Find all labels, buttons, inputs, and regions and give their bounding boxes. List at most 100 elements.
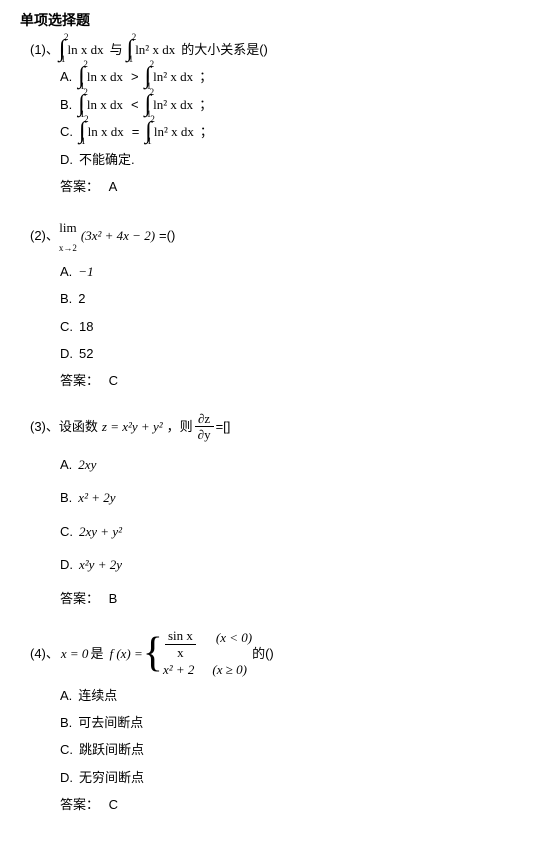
option-label: B. <box>60 287 72 310</box>
q3-option-d: D.x²y + 2y <box>60 553 530 576</box>
q1-integral-2: ∫21 ln² x dx <box>127 38 176 61</box>
option-label: D. <box>60 553 73 576</box>
frac-den: ∂y <box>195 427 214 443</box>
limit-symbol: lim x→2 <box>59 216 77 256</box>
q4-pre: x = 0 <box>61 642 89 665</box>
answer-label: 答案： <box>60 797 99 812</box>
int-upper: 2 <box>64 34 69 41</box>
q4-tail: 的() <box>252 642 274 665</box>
option-label: C. <box>60 520 73 543</box>
q4-options: A. 连续点 B. 可去间断点 C. 跳跃间断点 D. 无穷间断点 <box>60 684 530 790</box>
q3-option-c: C. 2xy + y² <box>60 520 530 543</box>
q3-option-b: B. x² + 2y <box>60 486 530 509</box>
q4-option-d: D. 无穷间断点 <box>60 766 530 789</box>
option-label: D. <box>60 148 73 171</box>
piecewise-expr: x² + 2 <box>163 660 194 680</box>
answer-value: C <box>109 797 118 812</box>
int-body: ln² x dx <box>135 38 175 61</box>
q2-option-a: A. −1 <box>60 260 530 283</box>
option-label: B. <box>60 486 72 509</box>
option-label: A. <box>60 260 72 283</box>
q3-pre: 设函数 <box>59 415 98 438</box>
frac-num: ∂z <box>195 411 214 428</box>
option-text: 18 <box>79 315 93 338</box>
option-label: A. <box>60 65 72 88</box>
option-text: 2xy <box>78 453 96 476</box>
semicolon: ； <box>200 120 213 143</box>
option-text: 52 <box>79 342 93 365</box>
piecewise-cond: (x < 0) <box>216 628 252 660</box>
q3-answer: 答案： B <box>60 587 530 610</box>
question-2: (2)、 lim x→2 (3x² + 4x − 2) =() A.−1 B.2… <box>20 216 530 393</box>
q3-options: A. 2xy B. x² + 2y C. 2xy + y² D.x²y + 2y <box>60 453 530 577</box>
q3-option-a: A. 2xy <box>60 453 530 476</box>
f-label: f (x) = <box>109 642 142 665</box>
option-text: 连续点 <box>78 684 117 707</box>
answer-label: 答案： <box>60 591 99 606</box>
option-text: 跳跃间断点 <box>79 738 144 761</box>
q1-option-a: A. ∫21ln x dx > ∫21ln² x dx ； <box>60 65 530 88</box>
q4-option-c: C. 跳跃间断点 <box>60 738 530 761</box>
section-title: 单项选择题 <box>20 10 530 30</box>
q1-integral-1: ∫21 ln x dx <box>59 38 104 61</box>
q3-number: (3)、 <box>30 415 59 438</box>
option-label: B. <box>60 711 72 734</box>
piecewise-cond: (x ≥ 0) <box>212 660 247 680</box>
q2-answer: 答案： C <box>60 369 530 392</box>
q3-expr: z = x²y + y² <box>102 415 163 438</box>
q1-options: A. ∫21ln x dx > ∫21ln² x dx ； B. ∫21ln x… <box>60 65 530 171</box>
q1-answer: 答案： A <box>60 175 530 198</box>
partial-fraction: ∂z ∂y <box>195 411 214 443</box>
q2-number: (2)、 <box>30 224 59 247</box>
q2-stem: (2)、 lim x→2 (3x² + 4x − 2) =() <box>30 216 530 256</box>
answer-value: A <box>109 179 118 194</box>
q1-number: (1)、 <box>30 38 59 61</box>
int-body: ln x dx <box>67 38 103 61</box>
q1-option-c: C. ∫21ln x dx = ∫21ln² x dx ； <box>60 120 530 143</box>
q4-option-a: A. 连续点 <box>60 684 530 707</box>
q4-stem: (4)、 x = 0 是 f (x) = { sin x x (x < 0) x… <box>30 628 530 680</box>
option-text: 无穷间断点 <box>79 766 144 789</box>
option-label: C. <box>60 120 73 143</box>
option-label: A. <box>60 684 72 707</box>
q1-option-d: D. 不能确定. <box>60 148 530 171</box>
lim-top: lim <box>59 216 77 239</box>
q4-number: (4)、 <box>30 642 59 665</box>
option-text: 可去间断点 <box>78 711 143 734</box>
frac-num: sin x <box>165 628 196 645</box>
q1-tail: 的大小关系是() <box>181 38 268 61</box>
option-label: B. <box>60 93 72 116</box>
q4-mid: 是 <box>90 642 103 665</box>
q1-stem: (1)、 ∫21 ln x dx 与 ∫21 ln² x dx 的大小关系是() <box>30 38 530 61</box>
int-upper: 2 <box>132 34 137 41</box>
option-text: 不能确定. <box>79 148 135 171</box>
q3-tail: =[] <box>216 415 231 438</box>
q3-stem: (3)、 设函数 z = x²y + y² ，则 ∂z ∂y =[] <box>30 411 530 443</box>
q2-expr: (3x² + 4x − 2) <box>81 224 155 247</box>
q2-options: A.−1 B.2 C.18 D.52 <box>60 260 530 366</box>
q1-mid: 与 <box>110 38 123 61</box>
q4-option-b: B. 可去间断点 <box>60 711 530 734</box>
q2-eq: =() <box>159 224 175 247</box>
q1-option-b: B. ∫21ln x dx < ∫21ln² x dx ； <box>60 93 530 116</box>
option-label: C. <box>60 738 73 761</box>
answer-label: 答案： <box>60 179 99 194</box>
q3-mid: ，则 <box>167 415 193 438</box>
lim-bot: x→2 <box>59 240 77 256</box>
option-text: x² + 2y <box>78 486 115 509</box>
rel-op: > <box>131 65 139 88</box>
option-label: D. <box>60 342 73 365</box>
option-text: 2xy + y² <box>79 520 122 543</box>
piecewise-frac: sin x x <box>165 628 196 660</box>
semicolon: ； <box>199 93 212 116</box>
option-label: D. <box>60 766 73 789</box>
frac-den: x <box>165 645 196 661</box>
q2-option-d: D. 52 <box>60 342 530 365</box>
rel-op: < <box>131 93 139 116</box>
question-3: (3)、 设函数 z = x²y + y² ，则 ∂z ∂y =[] A. 2xy… <box>20 411 530 610</box>
int-lower: 1 <box>61 56 66 63</box>
rel-op: = <box>132 120 140 143</box>
answer-value: C <box>109 373 118 388</box>
option-label: A. <box>60 453 72 476</box>
option-text: −1 <box>78 260 93 283</box>
